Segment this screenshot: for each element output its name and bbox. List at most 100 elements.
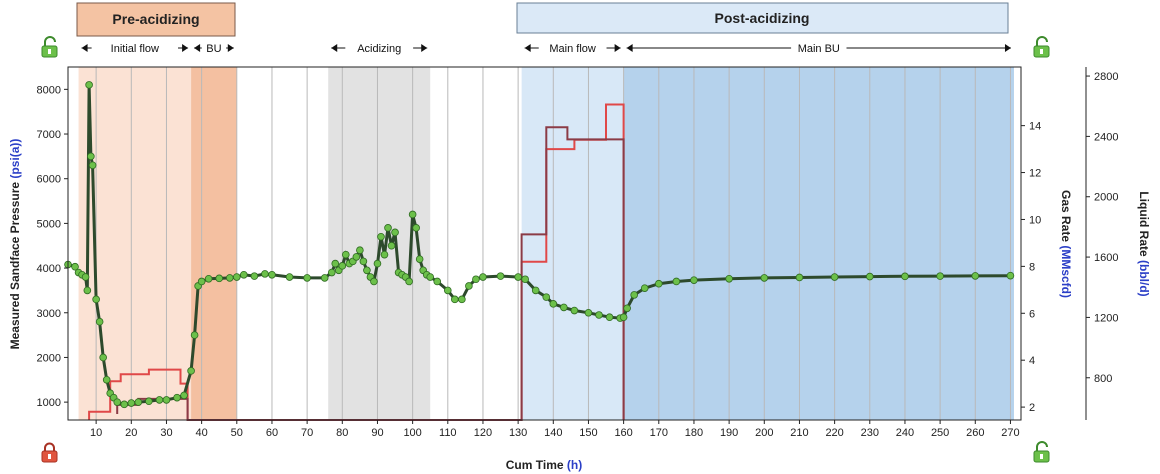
pressure-point-102	[1006, 271, 1015, 280]
pressure-point-63	[412, 224, 420, 232]
pressure-point-71	[458, 295, 466, 304]
bottom-right-unlock-icon[interactable]	[1033, 441, 1050, 463]
x-tick-label-150: 150	[579, 427, 597, 439]
pressure-point-57	[391, 228, 399, 237]
pressure-point-9	[92, 295, 100, 304]
liquid-rate-tick-label-1200: 1200	[1094, 312, 1118, 324]
segment-arrowhead-right-2	[421, 44, 428, 52]
shaded-region-0	[78, 67, 192, 420]
gas-rate-axis-title: Gas Rate (MMscfd)	[1059, 190, 1073, 298]
pressure-point-62	[408, 210, 417, 219]
pressure-point-39	[327, 268, 336, 277]
pressure-point-73	[472, 275, 480, 284]
pressure-point-36	[285, 273, 294, 281]
pressure-point-75	[496, 272, 505, 280]
pressure-point-48	[359, 257, 368, 266]
pressure-point-17	[127, 399, 136, 407]
pressure-point-18	[134, 398, 143, 406]
plot-area-frame	[67, 66, 1022, 421]
pressure-point-61	[405, 277, 413, 286]
pressure-point-83	[584, 308, 593, 317]
x-tick-label-170: 170	[650, 427, 668, 439]
pressure-point-64	[415, 255, 424, 263]
segment-arrowhead-right-3	[614, 44, 621, 52]
x-tick-label-180: 180	[685, 427, 703, 439]
pressure-point-20	[155, 396, 164, 404]
segment-label-0: Initial flow	[111, 43, 159, 55]
x-tick-label-20: 20	[125, 427, 137, 439]
pressure-point-22	[173, 393, 181, 402]
pressure-point-7	[87, 152, 95, 161]
left-axis-title: Measured Sandface Pressure (psi(a))	[8, 139, 22, 350]
liquid-rate-tick-label-2800: 2800	[1094, 71, 1118, 83]
pressure-point-1	[71, 262, 79, 271]
pressure-point-23	[180, 391, 188, 400]
pressure-point-52	[373, 259, 382, 268]
gas-rate-tick-label-14: 14	[1029, 121, 1041, 133]
pressure-point-6	[85, 81, 93, 89]
left-tick-label-5000: 5000	[37, 218, 61, 230]
pressure-point-96	[795, 273, 804, 282]
x-axis-title: Cum Time (h)	[506, 458, 582, 472]
pre-acidizing-title: Pre-acidizing	[112, 11, 199, 27]
segment-arrowhead-left-2	[331, 44, 338, 52]
pressure-point-47	[356, 246, 364, 255]
pressure-point-76	[514, 273, 522, 281]
gas-rate-tick-label-6: 6	[1029, 308, 1035, 320]
gas-rate-tick-label-2: 2	[1029, 402, 1035, 414]
pressure-point-95	[760, 274, 769, 282]
pressure-point-79	[542, 293, 551, 301]
shaded-region-4	[623, 67, 1014, 420]
pre-acidizing-title-box	[76, 2, 236, 37]
pressure-point-12	[102, 375, 111, 384]
left-tick-label-2000: 2000	[37, 352, 61, 364]
pressure-point-30	[225, 274, 234, 282]
x-tick-label-130: 130	[509, 427, 527, 439]
pressure-point-69	[443, 286, 452, 295]
pressure-point-16	[120, 400, 129, 409]
pressure-point-5	[83, 286, 92, 295]
pressure-point-90	[640, 284, 649, 292]
x-tick-label-70: 70	[301, 427, 313, 439]
pressure-point-35	[268, 270, 276, 279]
pressure-point-49	[363, 266, 371, 275]
pressure-point-93	[690, 276, 698, 284]
pressure-point-11	[99, 353, 107, 362]
x-tick-label-100: 100	[403, 427, 421, 439]
gas-rate-tick-label-10: 10	[1029, 214, 1041, 226]
pressure-point-74	[479, 273, 487, 281]
x-tick-label-190: 190	[720, 427, 738, 439]
pressure-point-94	[725, 274, 733, 283]
segment-arrowhead-left-3	[524, 44, 531, 52]
pressure-point-42	[338, 262, 347, 270]
pressure-point-70	[451, 295, 459, 304]
pressure-point-21	[162, 396, 171, 404]
x-tick-label-40: 40	[196, 427, 208, 439]
pressure-point-25	[190, 331, 199, 339]
pressure-point-54	[380, 250, 389, 259]
pressure-point-55	[384, 224, 392, 232]
segment-arrowhead-right-1	[227, 44, 234, 52]
x-tick-label-160: 160	[614, 427, 632, 439]
pressure-point-101	[971, 272, 980, 280]
pressure-point-31	[232, 273, 241, 281]
x-tick-label-140: 140	[544, 427, 562, 439]
left-tick-label-6000: 6000	[37, 174, 61, 186]
shaded-region-1	[191, 67, 237, 420]
pressure-point-67	[426, 273, 435, 281]
pressure-point-53	[377, 232, 385, 241]
left-tick-label-8000: 8000	[37, 84, 61, 96]
top-left-unlock-icon[interactable]	[41, 36, 58, 58]
segment-arrowhead-left-1	[194, 44, 201, 52]
top-right-unlock-icon[interactable]	[1033, 36, 1050, 58]
segment-arrowhead-right-0	[182, 44, 189, 52]
left-tick-label-4000: 4000	[37, 263, 61, 275]
pressure-point-56	[387, 241, 396, 250]
pressure-point-34	[261, 270, 269, 278]
bottom-left-lock-icon[interactable]	[41, 442, 58, 463]
pressure-point-27	[197, 277, 206, 286]
x-tick-label-230: 230	[861, 427, 879, 439]
pressure-point-84	[595, 311, 603, 319]
pressure-point-24	[187, 367, 195, 375]
gas-rate-tick-label-4: 4	[1029, 355, 1035, 367]
